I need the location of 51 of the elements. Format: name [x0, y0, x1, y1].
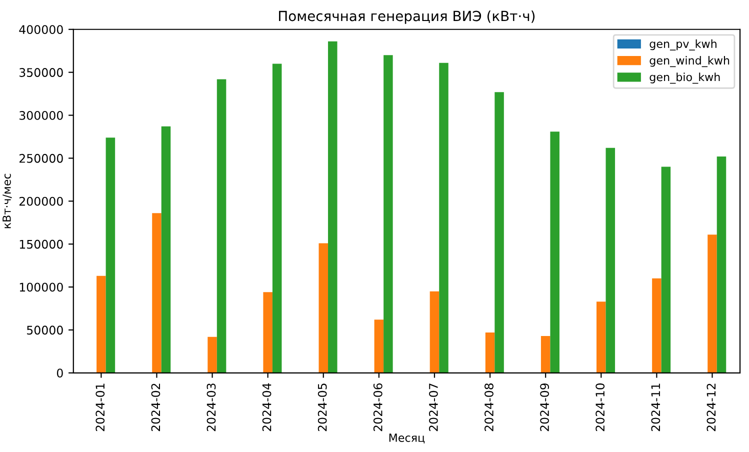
- y-tick-label: 250000: [19, 154, 63, 163]
- bar: [550, 132, 560, 373]
- bar: [152, 213, 162, 373]
- bar: [318, 243, 328, 373]
- x-tick-label: 2024-03: [206, 384, 216, 432]
- bar: [263, 292, 272, 373]
- bar: [485, 332, 495, 373]
- x-tick-label: 2024-11: [651, 384, 660, 432]
- y-tick-label: 100000: [20, 282, 63, 292]
- y-tick-label: 400000: [19, 25, 63, 34]
- bar: [384, 55, 393, 373]
- x-tick-label: 2024-04: [262, 383, 272, 432]
- y-tick-label: 150000: [20, 240, 63, 249]
- y-tick-label: 50000: [27, 326, 63, 335]
- bar: [430, 291, 440, 373]
- x-tick-label: 2024-10: [596, 383, 605, 432]
- bar: [216, 79, 226, 373]
- bar: [96, 276, 106, 373]
- y-tick-label: 0: [56, 368, 63, 378]
- bar: [106, 138, 116, 373]
- bar: [606, 148, 616, 373]
- x-tick-label: 2024-06: [373, 383, 382, 432]
- x-tick-label: 2024-08: [484, 383, 494, 432]
- bar: [661, 166, 671, 373]
- legend-label: gen_pv_kwh: [650, 39, 716, 50]
- bar: [652, 278, 662, 373]
- bar: [328, 41, 338, 373]
- bar: [439, 62, 448, 373]
- bar: [716, 156, 726, 373]
- x-tick-label: 2024-05: [318, 384, 327, 432]
- y-tick-label: 300000: [20, 110, 63, 120]
- bar: [272, 64, 282, 373]
- bar: [494, 92, 504, 373]
- bar: [540, 336, 550, 373]
- legend-label: gen_wind_kwh: [650, 56, 730, 68]
- x-tick-label: 2024-09: [540, 383, 550, 432]
- chart-title: Помесячная генерация ВИЭ (кВт·ч): [279, 10, 535, 24]
- bar: [208, 336, 217, 373]
- x-tick-label: 2024-07: [428, 384, 438, 432]
- legend-label: gen_bio_kwh: [650, 72, 720, 84]
- x-tick-label: 2024-01: [96, 384, 105, 432]
- bar: [708, 234, 717, 373]
- x-tick-label: 2024-12: [706, 384, 716, 432]
- x-axis-title: Месяц: [389, 434, 425, 444]
- y-tick-label: 350000: [20, 68, 63, 77]
- y-tick-label: 200000: [19, 196, 63, 206]
- bar: [374, 320, 384, 373]
- bar: [161, 126, 171, 373]
- y-axis-title: кВт·ч/мес: [2, 174, 12, 228]
- x-tick-label: 2024-02: [151, 384, 160, 432]
- bar: [596, 302, 606, 373]
